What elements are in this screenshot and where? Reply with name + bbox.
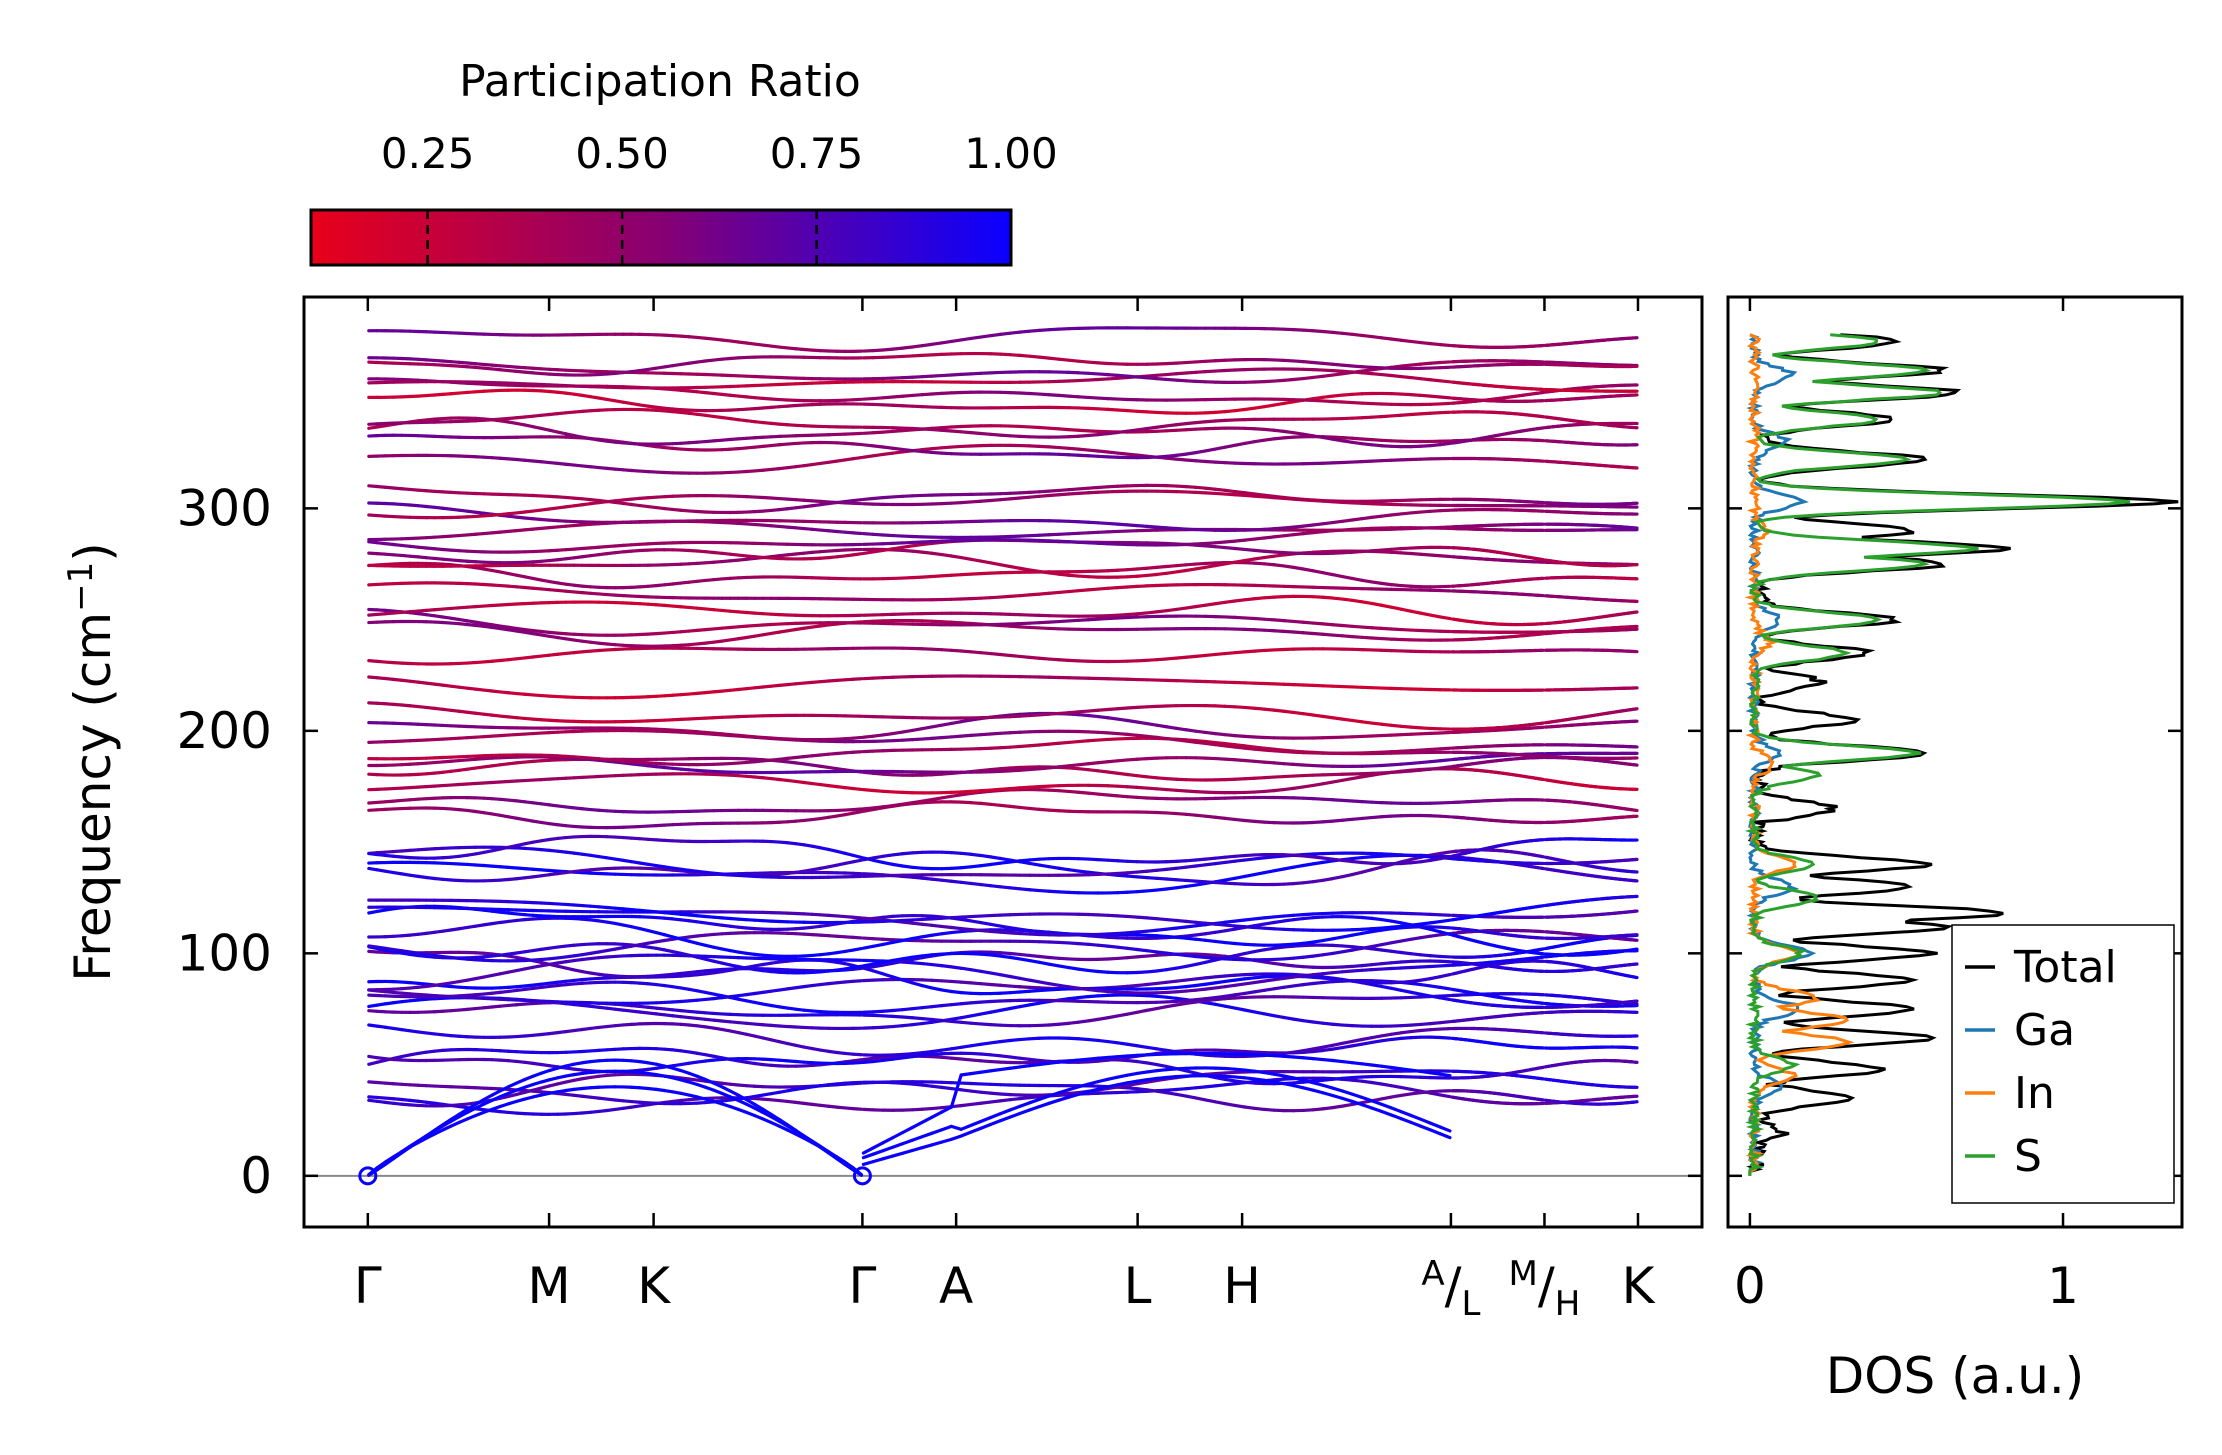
band-line-segment	[1438, 996, 1452, 1002]
band-line-segment	[851, 1052, 864, 1057]
band-line-segment	[851, 946, 864, 952]
band-line-segment	[851, 552, 864, 557]
band-line-segment	[851, 442, 864, 447]
band-line-segment	[851, 786, 864, 792]
band-line-segment	[851, 455, 864, 461]
colorbar-tick-labels: 0.25 0.50 0.75 1.00	[381, 129, 1058, 178]
band-line-segment	[1438, 993, 1452, 998]
band-line-segment	[1438, 959, 1452, 964]
band-line-segment	[851, 935, 864, 940]
band-line-segment	[1438, 814, 1452, 819]
band-line-segment	[851, 735, 864, 740]
band-line-segment	[1438, 954, 1452, 959]
colorbar-title: Participation Ratio	[459, 56, 861, 107]
band-line-segment	[851, 915, 864, 920]
band-line-segment	[851, 498, 864, 503]
band-line-segment	[1438, 850, 1452, 856]
colorbar-tick-label: 1.00	[964, 129, 1058, 178]
band-line-segment	[1438, 925, 1452, 930]
colorbar-tick-label: 0.50	[575, 129, 669, 178]
band-line-segment	[1438, 918, 1452, 924]
colorbar-ticks	[426, 210, 818, 265]
band-line-segment	[851, 807, 864, 812]
band-line-segment	[1438, 855, 1452, 861]
colorbar-gradient	[309, 208, 1013, 267]
band-line-segment	[1438, 985, 1452, 991]
band-lines	[304, 326, 1702, 1186]
band-line-segment	[1438, 963, 1452, 968]
band-line-segment	[851, 531, 864, 536]
band-line-segment	[1438, 972, 1452, 979]
colorbar: Participation Ratio 0.25 0.50 0.75 1.00	[309, 56, 1058, 267]
band-line-segment	[851, 979, 864, 983]
band-line-segment	[851, 966, 864, 971]
band-line-segment	[851, 810, 864, 815]
band-line-segment	[1438, 1035, 1452, 1040]
band-line-segment	[851, 964, 864, 970]
colorbar-tick-label: 0.25	[381, 129, 475, 178]
band-line-segment	[851, 1107, 864, 1111]
band-line-segment	[1438, 1020, 1452, 1025]
band-line-segment	[851, 1058, 864, 1063]
band-line-segment	[851, 750, 864, 754]
band-line-segment	[851, 853, 864, 860]
band-line-segment	[851, 1060, 864, 1065]
band-line-segment	[1438, 1093, 1452, 1099]
band-line-segment	[851, 858, 864, 864]
colorbar-tick-label: 0.75	[770, 129, 864, 178]
